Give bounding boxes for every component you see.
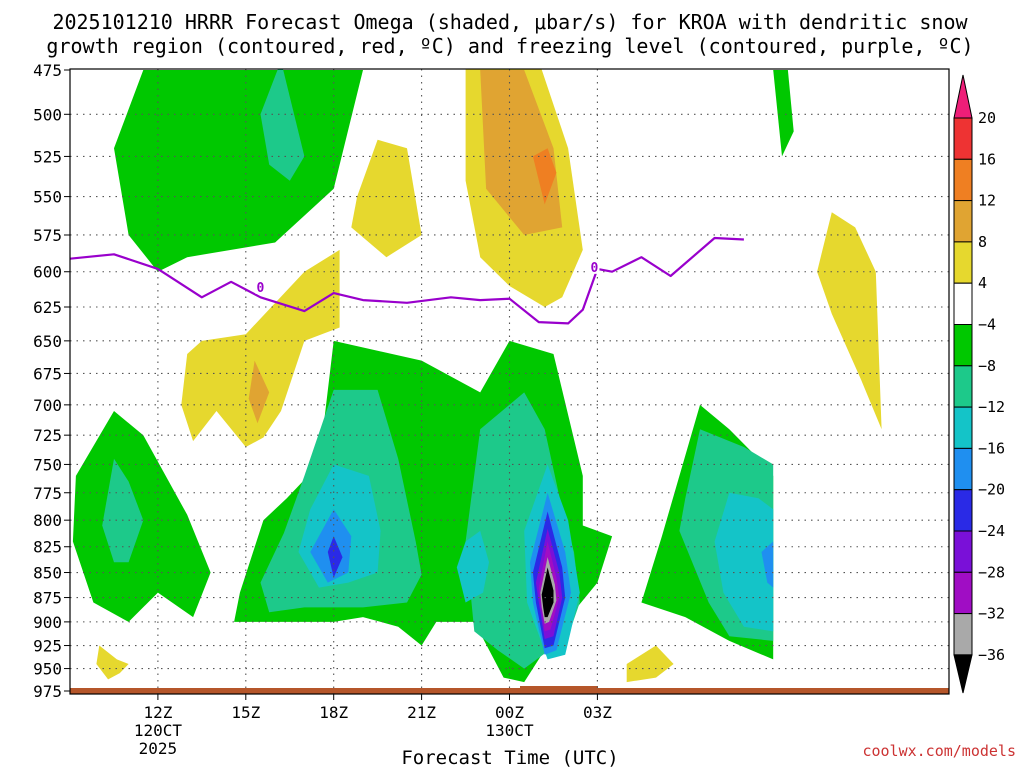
colorbar-bin — [953, 158, 973, 202]
x-tick-label: 12Z — [143, 703, 172, 722]
omega-region-5 — [532, 148, 557, 205]
omega-region-7 — [181, 249, 340, 447]
colorbar-bin — [953, 406, 973, 449]
y-tick-label: 775 — [33, 484, 62, 503]
x-tick-label: 21Z — [407, 703, 436, 722]
y-tick-label: 500 — [33, 105, 62, 124]
freezing-label-bg — [589, 260, 600, 274]
chart-title-line1: 2025101210 HRRR Forecast Omega (shaded, … — [52, 10, 968, 34]
y-tick-label: 550 — [33, 188, 62, 207]
y-tick-label: 925 — [33, 637, 62, 656]
x-tick-label: 00Z — [495, 703, 524, 722]
freezing-label-bg — [255, 280, 266, 294]
y-tick-label: 850 — [33, 564, 62, 583]
colorbar-bin — [953, 282, 973, 326]
colorbar-label: 4 — [978, 274, 987, 292]
colorbar-label: −28 — [978, 563, 1005, 581]
colorbar-bin — [953, 530, 973, 573]
colorbar-label: 20 — [978, 109, 996, 127]
omega-region-20 — [456, 530, 489, 603]
colorbar-bottom-arrow — [953, 654, 973, 694]
y-tick-label: 875 — [33, 589, 62, 608]
x-tick-date: 120CT — [134, 721, 183, 740]
colorbar-bin — [953, 200, 973, 243]
colorbar-bin — [953, 489, 973, 532]
x-axis-label: Forecast Time (UTC) — [401, 747, 618, 768]
y-tick-label: 675 — [33, 364, 62, 383]
colorbar-top-arrow — [953, 74, 973, 119]
y-tick-label: 750 — [33, 455, 62, 474]
x-tick-date: 130CT — [485, 721, 534, 740]
y-tick-label: 625 — [33, 298, 62, 317]
omega-region-13 — [102, 458, 144, 563]
omega-region-4 — [480, 70, 563, 235]
omega-shaded-regions — [72, 69, 882, 683]
colorbar-label: −32 — [978, 605, 1005, 623]
omega-region-31 — [761, 541, 774, 588]
colorbar-label: −16 — [978, 439, 1005, 457]
x-tick-label: 15Z — [231, 703, 260, 722]
colorbar-bin — [953, 571, 973, 615]
omega-region-9 — [817, 212, 882, 430]
freezing-level-label: 0 — [591, 261, 599, 276]
omega-region-10 — [96, 645, 129, 680]
y-tick-label: 950 — [33, 660, 62, 679]
y-tick-label: 525 — [33, 147, 62, 166]
colorbar-label: −12 — [978, 398, 1005, 416]
freezing-level-contour: 00 — [70, 236, 744, 325]
colorbar-label: 12 — [978, 192, 996, 210]
colorbar-bin — [953, 447, 973, 491]
omega-region-27 — [541, 567, 554, 618]
y-tick-label: 825 — [33, 538, 62, 557]
y-tick-label: 650 — [33, 332, 62, 351]
y-tick-label: 575 — [33, 226, 62, 245]
x-tick-label: 03Z — [583, 703, 612, 722]
omega-region-2 — [773, 70, 794, 157]
colorbar-label: 8 — [978, 233, 987, 251]
colorbar-bin — [953, 241, 973, 284]
colorbar-bin — [953, 613, 973, 656]
omega-region-30 — [714, 492, 774, 632]
y-tick-label: 975 — [33, 682, 62, 701]
colorbar-label: −4 — [978, 316, 996, 334]
y-axis: 475 500 525 550 575 600 625 650 675 700 725 750 775 8… — [33, 61, 70, 701]
x-tick-label: 18Z — [319, 703, 348, 722]
omega-region-8 — [248, 360, 270, 424]
ground-bump — [520, 686, 598, 690]
credit-text: coolwx.com/models — [862, 742, 1016, 760]
chart-title-line2: growth region (contoured, red, ºC) and f… — [46, 34, 973, 58]
colorbar-bin — [953, 365, 973, 408]
y-tick-label: 725 — [33, 426, 62, 445]
omega-region-0 — [114, 70, 363, 272]
colorbar-label: −8 — [978, 357, 996, 375]
colorbar-label: −36 — [978, 646, 1005, 664]
omega-region-6 — [351, 139, 422, 258]
y-tick-label: 800 — [33, 511, 62, 530]
omega-region-1 — [260, 69, 305, 181]
grid-lines — [70, 69, 949, 694]
colorbar-bin — [953, 324, 973, 367]
omega-region-11 — [626, 645, 674, 683]
freezing-level-label: 0 — [257, 281, 265, 296]
colorbar-label: −20 — [978, 481, 1005, 499]
y-tick-label: 700 — [33, 396, 62, 415]
y-tick-label: 475 — [33, 61, 62, 80]
ground-strip — [70, 688, 949, 694]
x-tick-year: 2025 — [139, 739, 178, 758]
colorbar-label: −24 — [978, 522, 1005, 540]
colorbar: 20 16 12 8 4 −4 −8 −12 −16 −20 −24 −28 −32 −36 — [953, 74, 1005, 694]
colorbar-label: 16 — [978, 150, 996, 168]
freezing-level-line — [70, 236, 744, 325]
y-tick-label: 900 — [33, 613, 62, 632]
colorbar-bin — [953, 117, 973, 160]
y-tick-label: 600 — [33, 263, 62, 282]
